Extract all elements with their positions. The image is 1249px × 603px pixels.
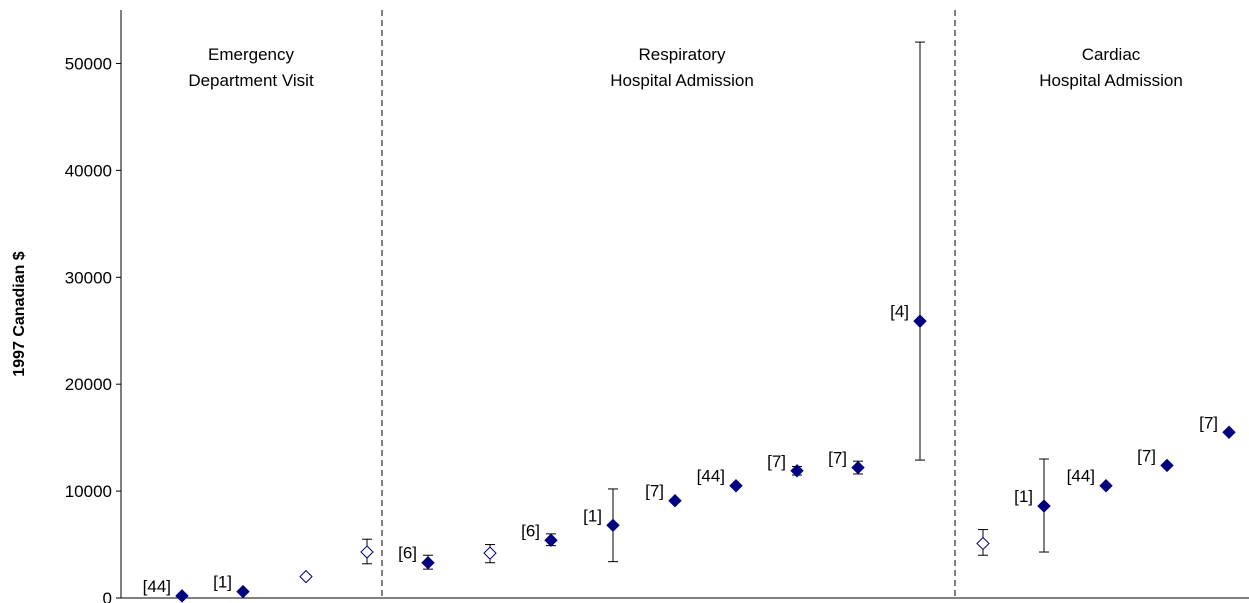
axes: 0 10000 20000 30000 40000 50000 xyxy=(65,10,1249,603)
point-reference-label: [7] xyxy=(828,449,847,468)
data-point-group: [7] xyxy=(645,482,682,508)
marker-filled-diamond xyxy=(851,460,865,475)
data-point-group: [1] xyxy=(1014,458,1051,553)
data-point-group xyxy=(976,529,990,556)
section-label-line: Respiratory xyxy=(639,45,726,64)
marker-filled-diamond xyxy=(606,518,620,533)
data-point-group xyxy=(299,569,313,584)
point-reference-label: [7] xyxy=(767,452,786,471)
section-label-line: Emergency xyxy=(208,45,294,64)
point-reference-label: [44] xyxy=(1067,467,1095,486)
marker-filled-diamond xyxy=(1222,425,1236,439)
marker-filled-diamond xyxy=(1099,479,1113,493)
data-point-group: [44] xyxy=(697,467,743,493)
y-tick-label: 40000 xyxy=(65,161,112,180)
data-point-group: [1] xyxy=(583,488,620,563)
marker-filled-diamond xyxy=(790,464,804,478)
data-point-group: [7] xyxy=(1199,413,1236,439)
y-tick-label: 20000 xyxy=(65,375,112,394)
data-point-group: [7] xyxy=(1137,446,1174,473)
y-tick-label: 50000 xyxy=(65,54,112,73)
marker-filled-diamond xyxy=(544,533,558,547)
point-reference-label: [44] xyxy=(697,467,725,486)
marker-filled-diamond xyxy=(913,314,927,328)
marker-open-diamond xyxy=(483,546,497,560)
point-reference-label: [1] xyxy=(1014,487,1033,506)
y-tick-label: 10000 xyxy=(65,482,112,501)
data-point-group: [4] xyxy=(890,41,927,461)
point-reference-label: [4] xyxy=(890,302,909,321)
data-point-group: [6] xyxy=(521,521,558,547)
data-point-group: [44] xyxy=(143,577,189,603)
marker-open-diamond xyxy=(299,569,313,584)
point-reference-label: [7] xyxy=(1137,446,1156,465)
marker-filled-diamond xyxy=(1037,499,1051,513)
marker-filled-diamond xyxy=(668,494,682,508)
point-reference-label: [6] xyxy=(521,521,540,540)
y-tick-label: 30000 xyxy=(65,268,112,287)
marker-filled-diamond xyxy=(729,479,743,493)
data-point-group: [6] xyxy=(398,544,435,570)
section-label-line: Cardiac xyxy=(1082,45,1141,64)
point-reference-label: [1] xyxy=(583,506,602,525)
section-label-line: Department Visit xyxy=(188,71,314,90)
marker-filled-diamond xyxy=(236,584,250,599)
data-point-group: [7] xyxy=(828,449,865,475)
data-point-group: [7] xyxy=(767,452,804,478)
data-points: [44] [1] [6] [6] [1] [7] [44] [7] [7] [4] [1] [44] [… xyxy=(143,41,1236,603)
marker-filled-diamond xyxy=(421,556,435,570)
y-axis-label: 1997 Canadian $ xyxy=(11,251,28,377)
section-dividers xyxy=(381,10,956,598)
data-point-group xyxy=(483,544,497,564)
marker-open-diamond xyxy=(976,536,990,551)
y-tick-label: 0 xyxy=(103,589,112,603)
marker-filled-diamond xyxy=(175,589,189,603)
point-reference-label: [44] xyxy=(143,577,171,596)
section-label-line: Hospital Admission xyxy=(610,71,754,90)
point-reference-label: [1] xyxy=(213,573,232,592)
point-reference-label: [7] xyxy=(1199,413,1218,432)
data-point-group xyxy=(360,538,374,565)
data-point-group: [1] xyxy=(213,573,250,599)
data-point-group: [44] xyxy=(1067,467,1113,493)
marker-filled-diamond xyxy=(1160,458,1174,473)
section-labels: Emergency Department Visit Respiratory Hosp… xyxy=(188,45,1182,90)
section-label-line: Hospital Admission xyxy=(1039,71,1183,90)
marker-open-diamond xyxy=(360,545,374,559)
point-reference-label: [6] xyxy=(398,544,417,563)
point-reference-label: [7] xyxy=(645,482,664,501)
